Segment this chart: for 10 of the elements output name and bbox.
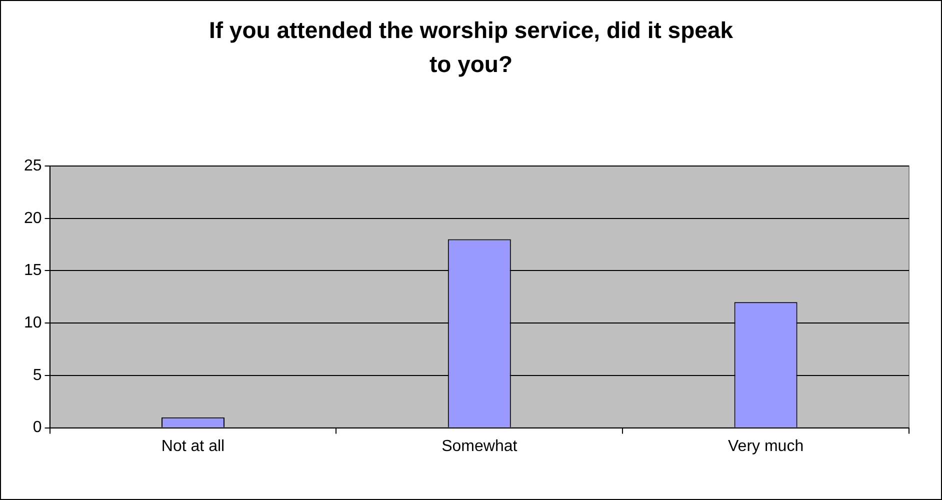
x-tick-label: Not at all bbox=[161, 438, 225, 455]
y-tick-label: 10 bbox=[24, 314, 42, 332]
y-tick-label: 5 bbox=[32, 366, 42, 384]
y-tick-label: 20 bbox=[24, 210, 42, 227]
y-tick-label: 25 bbox=[24, 157, 42, 174]
y-tick-label: 15 bbox=[24, 262, 42, 280]
x-tick-label: Very much bbox=[728, 438, 804, 455]
y-tick-label: 0 bbox=[32, 419, 42, 436]
x-tick-label: Somewhat bbox=[442, 438, 518, 455]
chart-title: If you attended the worship service, did it speak to you? bbox=[208, 16, 734, 79]
